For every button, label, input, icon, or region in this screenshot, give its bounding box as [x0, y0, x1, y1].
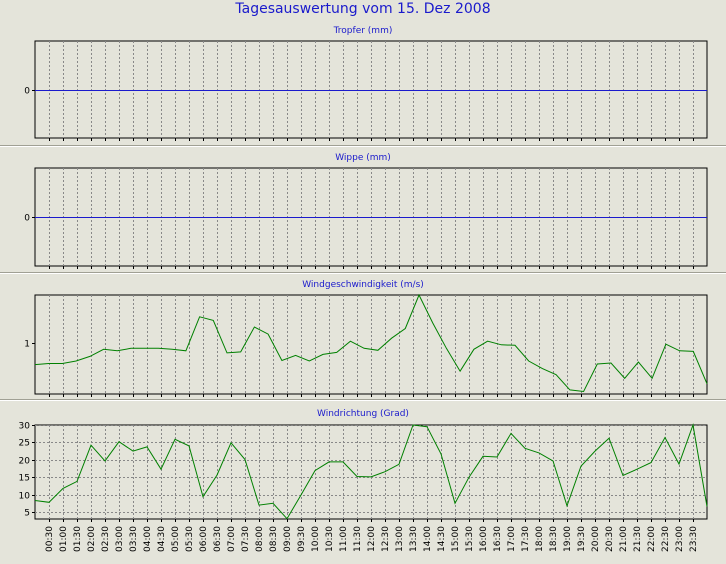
chart-title: Wippe (mm): [335, 153, 391, 163]
x-tick-label: 16:00: [479, 526, 489, 552]
x-tick-label: 02:00: [87, 526, 97, 552]
y-tick-label: 0: [24, 214, 30, 224]
x-tick-label: 20:00: [591, 526, 601, 552]
chart-title: Windgeschwindigkeit (m/s): [302, 280, 424, 290]
x-tick-label: 11:30: [353, 526, 363, 552]
x-tick-label: 12:30: [381, 526, 391, 552]
x-tick-label: 01:00: [59, 526, 69, 552]
x-tick-label: 10:30: [325, 526, 335, 552]
x-tick-label: 04:30: [157, 526, 167, 552]
x-tick-label: 08:30: [269, 526, 279, 552]
x-tick-label: 05:00: [171, 526, 181, 552]
x-tick-label: 12:00: [367, 526, 377, 552]
x-tick-label: 17:00: [507, 526, 517, 552]
x-tick-label: 17:30: [521, 526, 531, 552]
chart-panel-2: Wippe (mm) 0: [0, 153, 726, 274]
x-tick-label: 05:30: [185, 526, 195, 552]
x-tick-label: 23:30: [689, 526, 699, 552]
x-tick-label: 00:30: [45, 526, 55, 552]
x-tick-label: 10:00: [311, 526, 321, 552]
y-tick-label: 25: [19, 439, 30, 449]
x-tick-label: 21:30: [633, 526, 643, 552]
chart-title: Tropfer (mm): [333, 26, 393, 36]
x-tick-label: 06:00: [199, 526, 209, 552]
chart-panel-1: Tropfer (mm) 0: [0, 26, 726, 147]
y-tick-label: 10: [19, 492, 31, 502]
x-tick-label: 23:00: [675, 526, 685, 552]
x-tick-label: 15:30: [465, 526, 475, 552]
series-line: [34, 293, 708, 393]
x-tick-label: 14:30: [437, 526, 447, 552]
x-tick-label: 11:00: [339, 526, 349, 552]
y-tick-label: 30: [19, 422, 31, 432]
x-tick-label: 19:30: [577, 526, 587, 552]
x-tick-label: 20:30: [605, 526, 615, 552]
series-line: [34, 423, 708, 520]
x-tick-label: 14:00: [423, 526, 433, 552]
x-tick-label: 03:00: [115, 526, 125, 552]
x-tick-label: 18:30: [549, 526, 559, 552]
y-tick-label: 15: [19, 474, 30, 484]
y-tick-label: 1: [24, 340, 30, 350]
x-tick-label: 13:30: [409, 526, 419, 552]
x-tick-label: 15:00: [451, 526, 461, 552]
x-tick-label: 16:30: [493, 526, 503, 552]
x-tick-label: 09:00: [283, 526, 293, 552]
x-tick-label: 01:30: [73, 526, 83, 552]
x-tick-label: 04:00: [143, 526, 153, 552]
x-tick-label: 18:00: [535, 526, 545, 552]
x-tick-label: 06:30: [213, 526, 223, 552]
x-tick-label: 21:00: [619, 526, 629, 552]
x-tick-label: 22:00: [647, 526, 657, 552]
x-tick-label: 03:30: [129, 526, 139, 552]
x-tick-label: 19:00: [563, 526, 573, 552]
x-tick-label: 02:30: [101, 526, 111, 552]
page-title: Tagesauswertung vom 15. Dez 2008: [235, 1, 491, 17]
chart-title: Windrichtung (Grad): [317, 409, 409, 419]
x-tick-label: 08:00: [255, 526, 265, 552]
x-tick-label: 09:30: [297, 526, 307, 552]
x-tick-label: 07:30: [241, 526, 251, 552]
y-tick-label: 20: [19, 457, 31, 467]
x-tick-label: 07:00: [227, 526, 237, 552]
y-tick-label: 0: [24, 87, 30, 97]
chart-panel-3: Windgeschwindigkeit (m/s) 1: [0, 280, 726, 401]
y-tick-label: 5: [24, 509, 30, 519]
x-tick-label: 13:00: [395, 526, 405, 552]
x-tick-label: 22:30: [661, 526, 671, 552]
plot-area: [34, 424, 708, 520]
chart-panel-4: Windrichtung (Grad) 5 10 15 20 25 30: [19, 409, 708, 522]
